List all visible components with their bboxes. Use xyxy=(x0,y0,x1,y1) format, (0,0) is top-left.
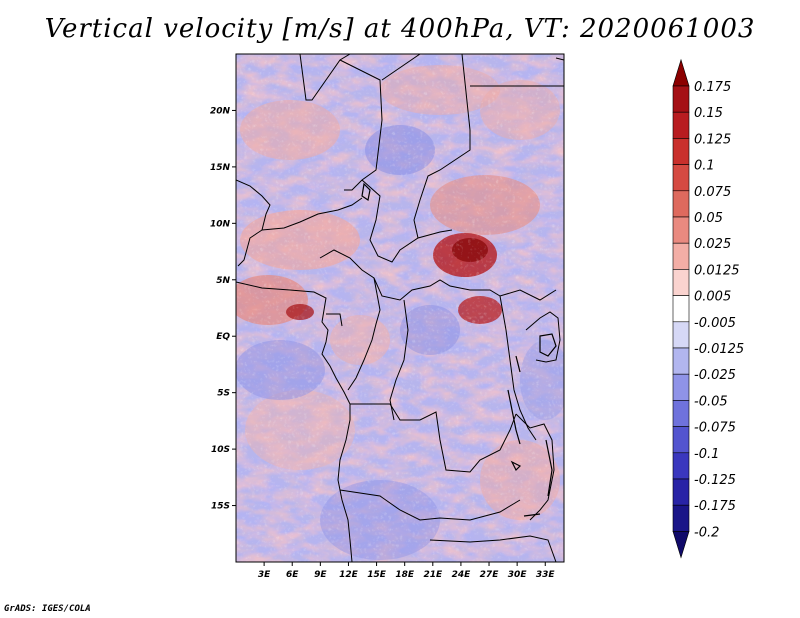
lon-tick-label: 15E xyxy=(367,570,387,580)
colorbar-label: 0.0125 xyxy=(694,263,740,278)
colorbar-label: 0.175 xyxy=(694,80,731,95)
colorbar-label: 0.025 xyxy=(694,237,731,252)
colorbar-label: 0.075 xyxy=(694,185,731,200)
lon-tick-label: 30E xyxy=(508,570,528,580)
lat-tick-label: 15N xyxy=(210,163,231,173)
colorbar-label: -0.005 xyxy=(694,316,736,331)
latitude-axis: 20N 15N 10N 5N EQ 5S 10S 15S xyxy=(210,106,236,512)
lon-tick-label: 9E xyxy=(314,570,327,580)
lon-tick-label: 3E xyxy=(258,570,271,580)
colorbar-swatch xyxy=(672,269,690,296)
lon-tick-label: 33E xyxy=(536,570,556,580)
colorbar-label: 0.05 xyxy=(694,211,723,226)
lakes xyxy=(361,182,557,517)
colorbar-label: -0.075 xyxy=(694,421,736,436)
lon-tick-label: 21E xyxy=(423,570,443,580)
colorbar-label: -0.05 xyxy=(694,394,728,409)
colorbar-swatch xyxy=(672,111,690,139)
lon-tick-label: 6E xyxy=(286,570,299,580)
colorbar-label: -0.2 xyxy=(694,525,719,540)
colorbar-swatch xyxy=(672,138,690,165)
colorbar-label: -0.125 xyxy=(694,473,736,488)
velocity-field xyxy=(236,54,564,562)
colorbar-swatch xyxy=(672,504,690,532)
longitude-axis: 3E 6E 9E 12E 15E 18E 21E 24E 27E 30E 33E xyxy=(258,562,556,580)
colorbar-swatch xyxy=(672,58,690,87)
colorbar-swatch xyxy=(672,85,690,113)
colorbar-swatch xyxy=(672,216,690,244)
lat-tick-label: 5S xyxy=(217,389,230,399)
lat-tick-label: 10S xyxy=(211,445,230,455)
colorbar-label: 0.125 xyxy=(694,132,731,147)
colorbar-label: -0.0125 xyxy=(694,342,744,357)
colorbar-label: -0.025 xyxy=(694,368,736,383)
colorbar-label: -0.1 xyxy=(694,447,719,462)
colorbar-swatch xyxy=(672,295,690,323)
lon-tick-label: 24E xyxy=(452,570,472,580)
map-title: Vertical velocity [m/s] at 400hPa, VT: 2… xyxy=(44,14,756,44)
lon-tick-label: 18E xyxy=(395,570,415,580)
lon-tick-label: 12E xyxy=(339,570,359,580)
grads-credit: GrADS: IGES/COLA xyxy=(4,604,91,614)
lat-tick-label: 10N xyxy=(210,219,231,229)
colorbar-swatch xyxy=(672,373,690,401)
country-borders xyxy=(236,54,564,562)
colorbar-swatch xyxy=(672,347,690,375)
colorbar-swatch xyxy=(672,321,690,349)
colorbar: 0.175 0.15 0.125 0.1 0.075 0.05 0.025 0.0125 0.0… xyxy=(672,58,744,559)
map-frame xyxy=(235,53,565,563)
colorbar-label: 0.15 xyxy=(694,106,723,121)
colorbar-swatch xyxy=(672,164,690,192)
colorbar-swatch xyxy=(672,400,690,427)
lat-tick-label: 20N xyxy=(210,106,231,116)
colorbar-label: 0.1 xyxy=(694,159,715,174)
colorbar-swatch xyxy=(672,242,690,270)
lat-tick-label: EQ xyxy=(216,332,230,342)
colorbar-swatch xyxy=(672,426,690,454)
colorbar-swatch xyxy=(672,478,690,506)
colorbar-swatch xyxy=(672,190,690,218)
lat-tick-label: 15S xyxy=(211,502,230,512)
colorbar-label: -0.175 xyxy=(694,499,736,514)
colorbar-swatch xyxy=(672,452,690,480)
lon-tick-label: 27E xyxy=(480,570,500,580)
colorbar-swatch xyxy=(672,531,690,559)
colorbar-label: 0.005 xyxy=(694,290,731,305)
lat-tick-label: 5N xyxy=(216,276,230,286)
